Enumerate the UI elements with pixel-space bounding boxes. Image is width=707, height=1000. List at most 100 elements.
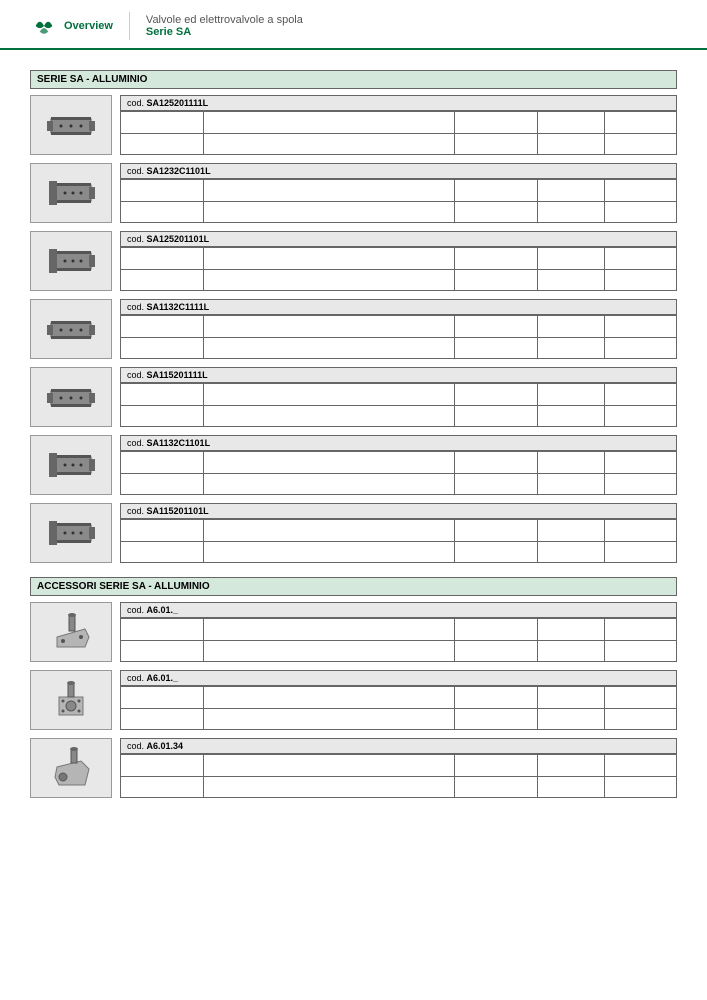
spec-cell (604, 316, 676, 338)
product-detail: cod. A6.01._ (120, 670, 677, 730)
product-thumbnail (30, 163, 112, 223)
spec-cell (537, 201, 604, 223)
section-header: ACCESSORI SERIE SA - ALLUMINIO (30, 577, 677, 596)
spec-cell (604, 619, 676, 641)
spec-cell (604, 180, 676, 202)
product-row: cod. SA125201111L (30, 95, 677, 155)
spec-cell (121, 708, 204, 730)
spec-cell (204, 201, 454, 223)
product-code: SA125201111L (147, 98, 209, 108)
spec-cell (604, 133, 676, 155)
spec-cell (537, 541, 604, 563)
spec-cell (454, 316, 537, 338)
page-header: Overview Valvole ed elettrovalvole a spo… (0, 0, 707, 50)
spec-cell (537, 133, 604, 155)
product-row: cod. SA1232C1101L (30, 163, 677, 223)
spec-cell (121, 520, 204, 542)
spec-cell (454, 520, 537, 542)
spec-cell (204, 405, 454, 427)
product-row: cod. SA1132C1111L (30, 299, 677, 359)
spec-cell (604, 687, 676, 709)
spec-cell (121, 201, 204, 223)
spec-cell (537, 708, 604, 730)
product-code-prefix: cod. (127, 166, 147, 176)
product-thumbnail (30, 299, 112, 359)
spec-cell (121, 337, 204, 359)
product-code-prefix: cod. (127, 438, 147, 448)
spec-cell (454, 405, 537, 427)
product-code: SA1232C1101L (147, 166, 211, 176)
spec-cell (121, 473, 204, 495)
spec-cell (604, 384, 676, 406)
spec-cell (204, 133, 454, 155)
spec-table (120, 179, 677, 223)
spec-cell (454, 384, 537, 406)
product-code-bar: cod. SA115201101L (120, 503, 677, 519)
product-code-bar: cod. A6.01._ (120, 602, 677, 618)
spec-cell (454, 687, 537, 709)
spec-cell (204, 180, 454, 202)
product-row: cod. A6.01._ (30, 670, 677, 730)
spec-cell (604, 473, 676, 495)
spec-cell (537, 776, 604, 798)
product-code: A6.01._ (147, 673, 179, 683)
product-code: A6.01.34 (147, 741, 184, 751)
spec-cell (204, 541, 454, 563)
spec-cell (121, 269, 204, 291)
spec-cell (454, 452, 537, 474)
spec-cell (121, 133, 204, 155)
product-detail: cod. SA1132C1101L (120, 435, 677, 495)
product-thumbnail (30, 95, 112, 155)
logo-block: Overview (30, 12, 130, 40)
spec-cell (604, 755, 676, 777)
spec-table (120, 686, 677, 730)
product-detail: cod. SA1232C1101L (120, 163, 677, 223)
product-thumbnail (30, 602, 112, 662)
overview-label: Overview (64, 20, 113, 32)
spec-cell (121, 180, 204, 202)
title-block: Valvole ed elettrovalvole a spola Serie … (146, 14, 303, 38)
spec-cell (454, 755, 537, 777)
spec-cell (537, 687, 604, 709)
spec-cell (204, 619, 454, 641)
spec-cell (121, 316, 204, 338)
spec-cell (204, 776, 454, 798)
spec-cell (537, 473, 604, 495)
title-line2: Serie SA (146, 26, 303, 38)
spec-cell (204, 384, 454, 406)
spec-cell (604, 776, 676, 798)
spec-cell (121, 619, 204, 641)
spec-cell (537, 269, 604, 291)
spec-cell (604, 541, 676, 563)
spec-cell (121, 248, 204, 270)
product-code: SA125201101L (147, 234, 210, 244)
product-row: cod. A6.01.34 (30, 738, 677, 798)
spec-cell (537, 112, 604, 134)
spec-cell (204, 452, 454, 474)
spec-cell (604, 640, 676, 662)
product-code-bar: cod. SA1132C1101L (120, 435, 677, 451)
product-detail: cod. A6.01.34 (120, 738, 677, 798)
spec-cell (204, 316, 454, 338)
product-thumbnail (30, 738, 112, 798)
product-code-bar: cod. SA1232C1101L (120, 163, 677, 179)
spec-cell (121, 687, 204, 709)
spec-table (120, 754, 677, 798)
product-detail: cod. SA115201111L (120, 367, 677, 427)
spec-cell (537, 405, 604, 427)
spec-cell (537, 384, 604, 406)
spec-cell (537, 619, 604, 641)
spec-cell (204, 755, 454, 777)
spec-cell (604, 112, 676, 134)
product-detail: cod. SA125201111L (120, 95, 677, 155)
spec-cell (454, 541, 537, 563)
spec-cell (204, 248, 454, 270)
spec-cell (537, 316, 604, 338)
product-code-prefix: cod. (127, 673, 147, 683)
product-thumbnail (30, 503, 112, 563)
product-code-bar: cod. SA125201101L (120, 231, 677, 247)
spec-cell (454, 708, 537, 730)
spec-table (120, 111, 677, 155)
spec-table (120, 451, 677, 495)
spec-cell (604, 269, 676, 291)
